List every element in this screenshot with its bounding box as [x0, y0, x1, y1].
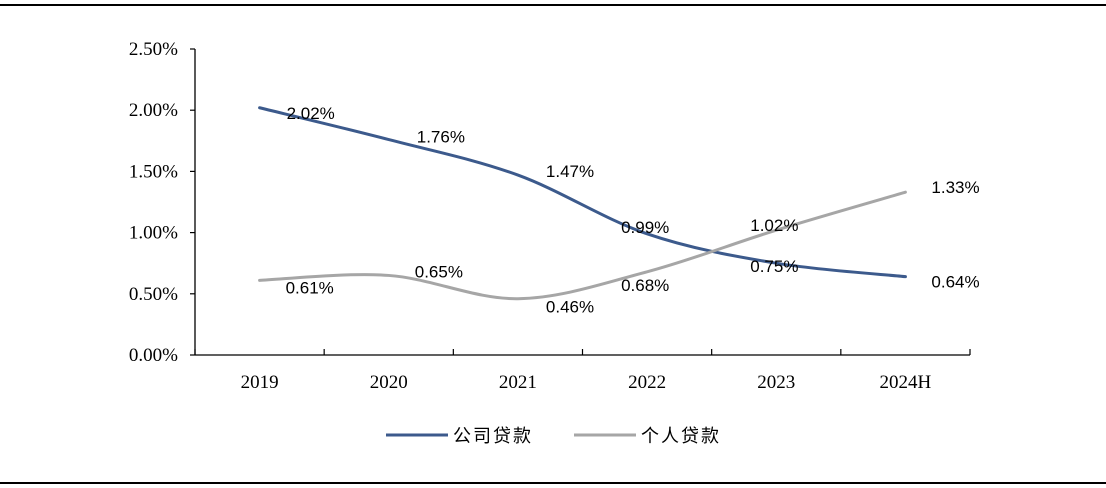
y-tick-label: 1.00%: [129, 223, 178, 244]
data-label: 0.65%: [415, 262, 463, 281]
data-label: 2.02%: [287, 104, 335, 123]
x-tick-label: 2022: [628, 372, 666, 393]
y-tick-label: 2.00%: [129, 100, 178, 121]
legend-label: 个人贷款: [641, 426, 721, 447]
x-tick-label: 2021: [499, 372, 537, 393]
data-label: 0.61%: [286, 278, 334, 297]
data-label: 0.68%: [621, 276, 669, 295]
data-label: 1.02%: [750, 216, 798, 235]
axes: 0.00% 0.50% 1.00% 1.50% 2.00% 2.50% 2019 2020 20…: [129, 39, 971, 393]
x-tick-label: 2020: [370, 372, 408, 393]
x-tick-label: 2023: [757, 372, 795, 393]
legend-label: 公司贷款: [453, 426, 533, 447]
data-label: 0.64%: [931, 273, 979, 292]
y-tick-label: 1.50%: [129, 161, 178, 182]
data-label: 0.75%: [750, 257, 798, 276]
y-tick-label: 0.00%: [129, 345, 178, 366]
data-label: 1.33%: [931, 178, 979, 197]
data-label: 1.76%: [417, 128, 465, 147]
bottom-rule: [0, 482, 1106, 484]
data-label: 1.47%: [546, 162, 594, 181]
x-tick-label: 2024H: [880, 372, 932, 393]
legend: 公司贷款 个人贷款: [386, 426, 721, 447]
top-rule: [0, 4, 1106, 6]
data-label: 0.99%: [621, 218, 669, 237]
x-tick-label: 2019: [241, 372, 279, 393]
data-label: 0.46%: [546, 298, 594, 317]
data-labels: 2.02% 1.76% 1.47% 0.99% 0.75% 0.64% 0.61% 0.65%…: [286, 104, 980, 317]
y-tick-label: 0.50%: [129, 284, 178, 305]
series-line-personal-loans: [258, 190, 907, 301]
series-group: [258, 106, 907, 301]
y-tick-label: 2.50%: [129, 39, 178, 60]
series-line-corporate-loans: [258, 106, 907, 279]
